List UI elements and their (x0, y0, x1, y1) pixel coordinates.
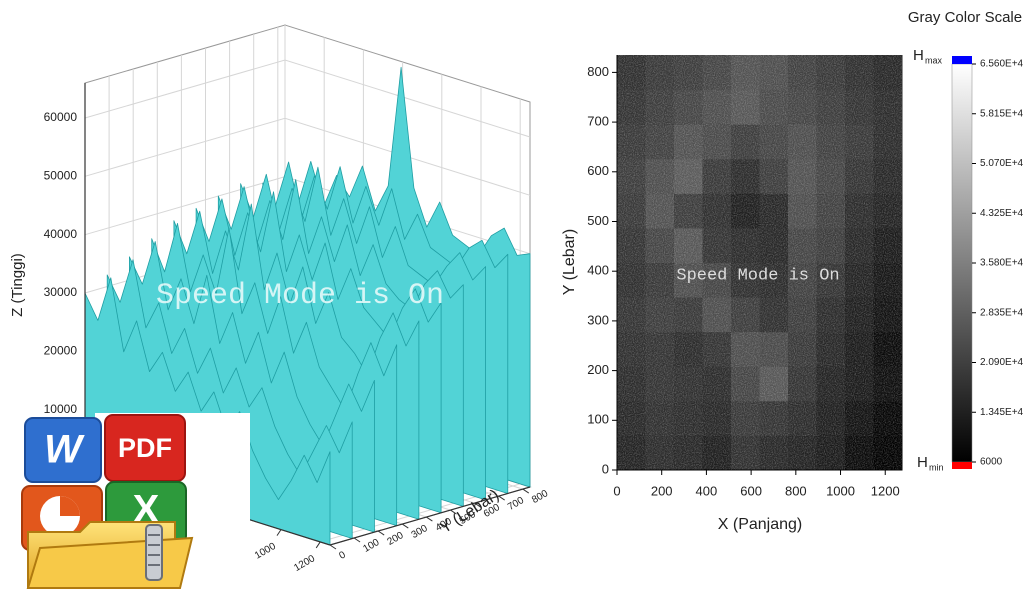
max-cap (952, 56, 972, 64)
colorbar-tick-label: 2.090E+4 (980, 357, 1024, 368)
y-tick-label: 500 (587, 213, 609, 228)
y-tick-label: 300 (587, 312, 609, 327)
colorbar-tick-label: 4.325E+4 (980, 208, 1024, 219)
colorbar-tick-label: 5.815E+4 (980, 108, 1024, 119)
colorbar-tick-label: 6.560E+4 (980, 59, 1024, 70)
word-letter: W (44, 428, 85, 472)
colorbar-tick-label: 5.070E+4 (980, 158, 1024, 169)
y-tick-label: 0 (337, 549, 348, 562)
x-tick-label: 400 (696, 483, 718, 498)
y-tick (402, 523, 409, 529)
y-tick (426, 516, 433, 522)
x-tick-label: 800 (785, 483, 807, 498)
z-tick-label: 40000 (44, 227, 78, 241)
x-tick (276, 529, 282, 536)
z-tick-label: 60000 (44, 110, 78, 124)
x-axis-label: X (Panjang) (718, 516, 803, 533)
x-tick-label: 0 (613, 483, 620, 498)
texture (617, 55, 902, 470)
file-icons: W PDF X (0, 413, 250, 593)
x-tick-label: 200 (651, 483, 673, 498)
x-tick-label: 600 (740, 483, 762, 498)
colorbar-tick-label: 1.345E+4 (980, 407, 1024, 418)
y-tick-label: 400 (587, 263, 609, 278)
x-tick-label: 1200 (871, 483, 900, 498)
x-tick-label: 1000 (826, 483, 855, 498)
y-axis (329, 486, 531, 546)
x-tick-label: 1200 (292, 553, 317, 574)
x-tick (315, 541, 321, 549)
y-tick (353, 537, 361, 543)
colorbar-tick-label: 2.835E+4 (980, 307, 1024, 318)
hmax-base: H (913, 47, 924, 64)
y-tick-label: 700 (506, 495, 526, 513)
y-tick-label: 200 (587, 362, 609, 377)
hmin-base: H (917, 454, 928, 471)
y-tick-label: 700 (587, 114, 609, 129)
y-tick (377, 530, 385, 536)
y-tick-label: 100 (587, 412, 609, 427)
word-icon (24, 417, 102, 483)
z-axis-label: Z (Tinggi) (9, 253, 26, 317)
min-cap (952, 462, 972, 469)
y-tick-label: 200 (386, 530, 406, 548)
y-tick (450, 509, 457, 515)
y-tick-label: 800 (530, 488, 550, 506)
colorbar (951, 63, 973, 463)
pdf-letters: PDF (118, 433, 172, 463)
y-tick (474, 502, 481, 508)
z-tick-label: 50000 (44, 169, 78, 183)
colorbar-tick-label: 6000 (980, 457, 1003, 468)
y-tick-label: 0 (602, 461, 609, 476)
zipper (145, 524, 163, 581)
y-axis-label: Y (Lebar) (561, 229, 578, 295)
annotation: Speed Mode is On (156, 279, 444, 313)
z-tick-label: 20000 (44, 344, 78, 358)
hmin-sub: min (929, 462, 944, 472)
colorbar-title: Gray Color Scale (908, 9, 1022, 26)
zipper-teeth (148, 534, 160, 566)
y-tick-label: 600 (587, 163, 609, 178)
y-tick (498, 495, 505, 501)
z-tick-label: 10000 (44, 402, 78, 416)
hmax-sub: max (925, 55, 943, 65)
x-tick-label: 1000 (253, 541, 278, 562)
y-tick (522, 488, 530, 494)
z-tick-label: 30000 (44, 285, 78, 299)
colorbar-tick-label: 3.580E+4 (980, 258, 1024, 269)
y-tick-label: 800 (587, 64, 609, 79)
y-tick-label: 300 (410, 523, 430, 541)
y-tick-label: 100 (361, 537, 381, 555)
y-tick (329, 544, 337, 550)
ppt-slice (60, 496, 80, 516)
annotation: Speed Mode is On (676, 266, 839, 285)
